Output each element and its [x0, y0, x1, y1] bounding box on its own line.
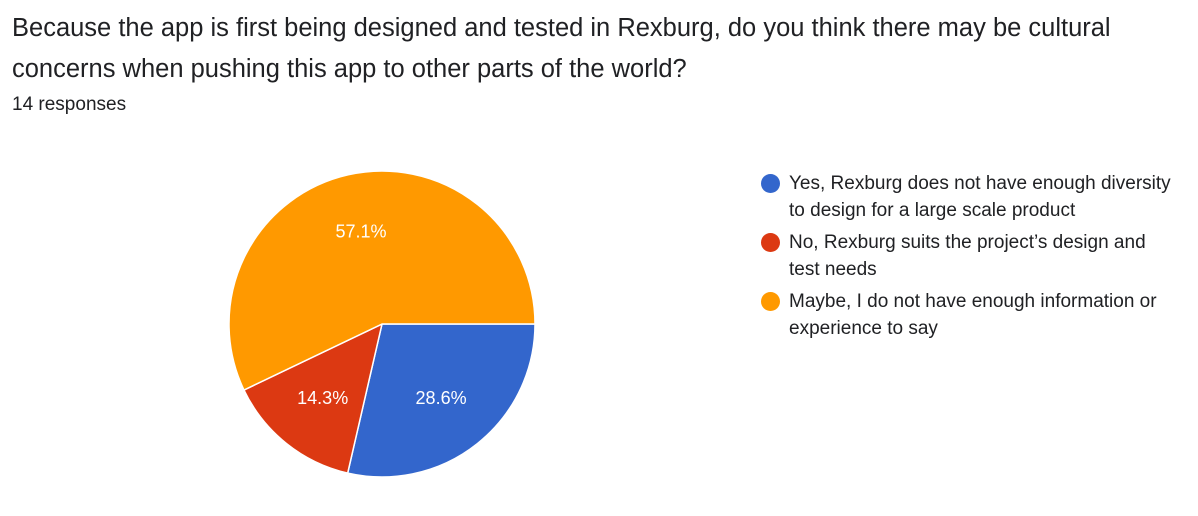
legend-swatch-yes [761, 174, 780, 193]
pie-slice-yes [346, 323, 536, 478]
legend-label-no: No, Rexburg suits the project’s design a… [789, 232, 1146, 280]
legend-swatch-maybe [761, 292, 780, 311]
legend-label-yes: Yes, Rexburg does not have enough divers… [789, 173, 1171, 221]
legend-label-maybe: Maybe, I do not have enough information … [789, 291, 1157, 339]
legend-item-yes: Yes, Rexburg does not have enough divers… [760, 170, 1180, 224]
legend-item-no: No, Rexburg suits the project’s design a… [760, 229, 1180, 283]
pie-slice-no [242, 322, 384, 475]
question-title: Because the app is first being designed … [12, 14, 1111, 83]
pie-slice-maybe [228, 170, 536, 392]
slice-label-maybe: 57.1% [335, 221, 386, 241]
chart-legend: Yes, Rexburg does not have enough divers… [760, 170, 1180, 347]
slice-label-no: 14.3% [297, 388, 348, 408]
response-count: 14 responses [12, 94, 127, 115]
slice-label-yes: 28.6% [416, 388, 467, 408]
legend-swatch-no [761, 233, 780, 252]
legend-item-maybe: Maybe, I do not have enough information … [760, 288, 1180, 342]
